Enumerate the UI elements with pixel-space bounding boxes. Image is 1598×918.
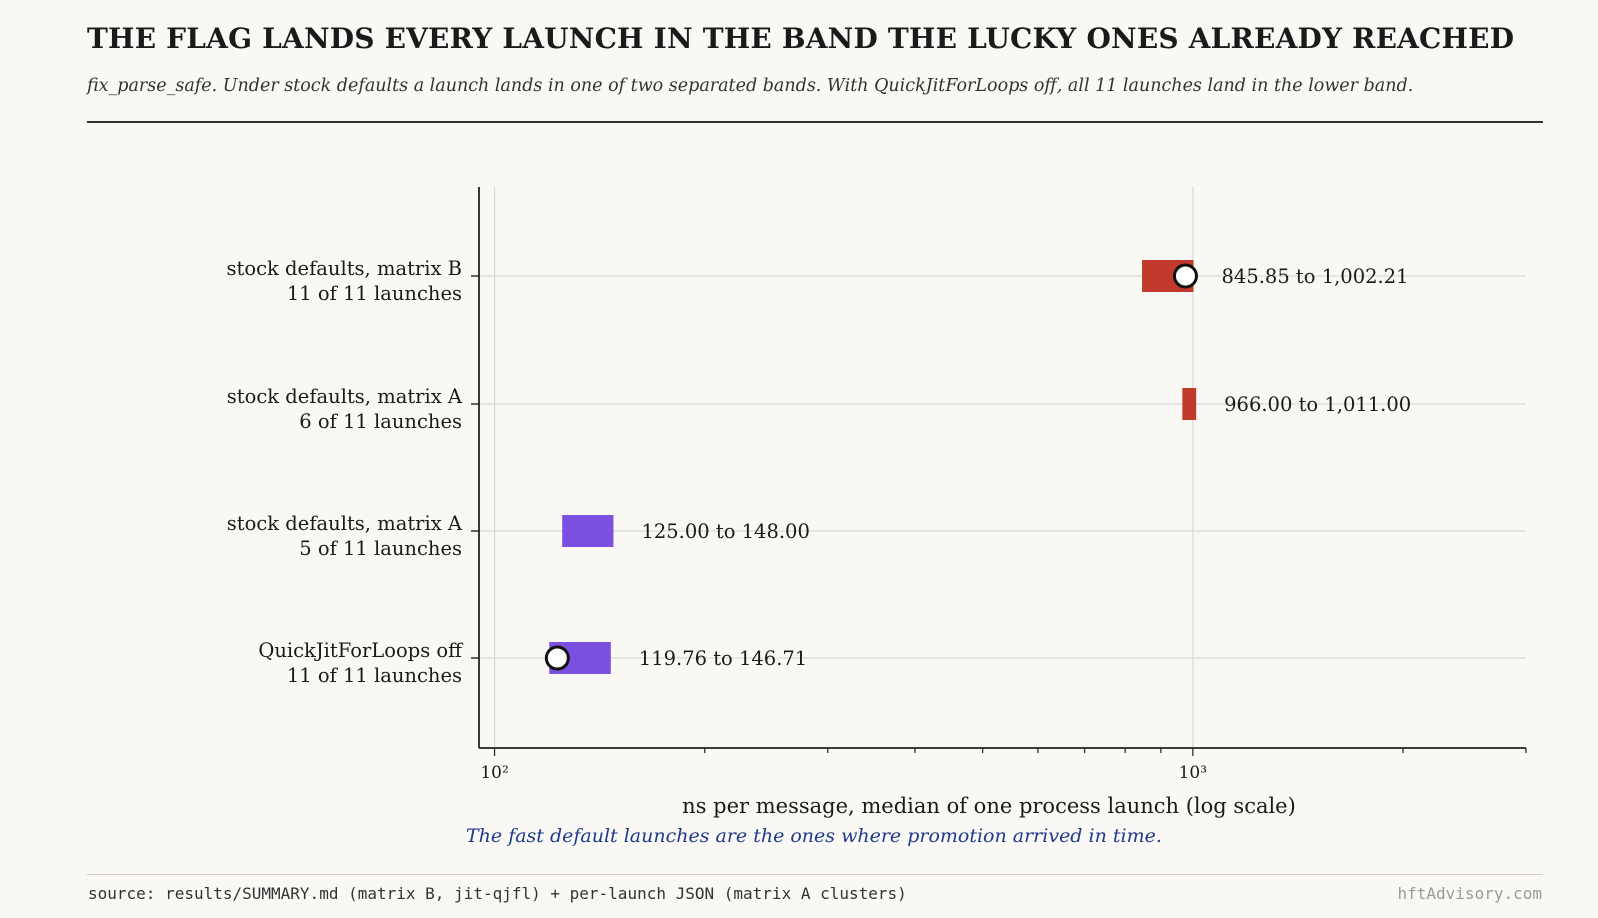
- x-tick-label: 10²: [480, 763, 508, 783]
- x-tick-label: 10³: [1179, 763, 1207, 783]
- range-label: 966.00 to 1,011.00: [1224, 393, 1411, 416]
- row-label: stock defaults, matrix B: [227, 257, 462, 280]
- range-bar-chart: 10² 10³ ns per message, median of one proc…: [227, 187, 1527, 847]
- row-sublabel: 11 of 11 launches: [287, 282, 462, 305]
- range-bar: [562, 515, 614, 547]
- row-sublabel: 11 of 11 launches: [287, 664, 462, 687]
- row-label: stock defaults, matrix A: [227, 512, 463, 535]
- range-bar: [1182, 388, 1197, 420]
- source-note: source: results/SUMMARY.md (matrix B, ji…: [88, 884, 907, 903]
- row-label: QuickJitForLoops off: [258, 639, 464, 662]
- chart-annotation: The fast default launches are the ones w…: [466, 825, 1162, 847]
- row-sublabel: 6 of 11 launches: [299, 410, 462, 433]
- median-marker: [1172, 263, 1198, 289]
- row-label: stock defaults, matrix A: [227, 385, 463, 408]
- footer-divider: [87, 874, 1543, 875]
- range-label: 125.00 to 148.00: [641, 520, 809, 543]
- range-label: 845.85 to 1,002.21: [1222, 265, 1409, 288]
- chart-title: THE FLAG LANDS EVERY LAUNCH IN THE BAND …: [87, 22, 1515, 55]
- median-marker: [544, 645, 570, 671]
- brand-mark: hftAdvisory.com: [1397, 884, 1543, 903]
- x-axis-label: ns per message, median of one process la…: [682, 794, 1296, 818]
- chart-subtitle: fix_parse_safe. Under stock defaults a l…: [87, 76, 1414, 96]
- header-divider: [87, 121, 1543, 123]
- range-label: 119.76 to 146.71: [639, 647, 807, 670]
- row-sublabel: 5 of 11 launches: [299, 537, 462, 560]
